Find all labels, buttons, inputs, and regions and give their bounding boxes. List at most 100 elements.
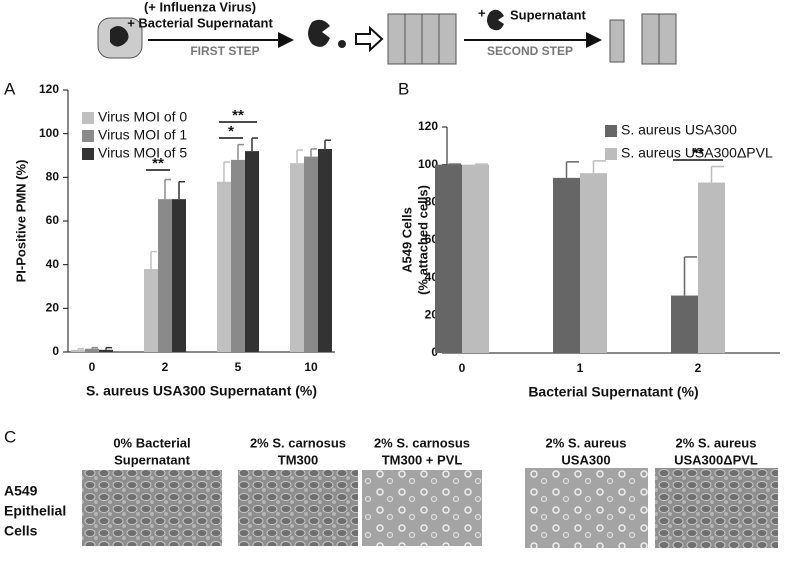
micrograph (238, 470, 358, 546)
y-tick-label: 20 (425, 308, 439, 322)
legend-label: Virus MOI of 0 (98, 109, 187, 125)
panel-label: A (4, 79, 16, 98)
schematic-text: + Bacterial Supernatant (127, 15, 273, 30)
caption: 2% S. aureus (546, 435, 627, 450)
y-tick-label: 40 (46, 257, 60, 271)
panel-label: C (4, 427, 16, 446)
bar (671, 295, 698, 353)
bar (580, 173, 607, 353)
error-bar (105, 346, 112, 350)
error-bar (164, 178, 171, 200)
caption: USA300ΔPVL (674, 452, 758, 467)
bar (304, 156, 318, 352)
micrograph (655, 468, 778, 548)
row-label: Cells (4, 523, 38, 539)
error-bar (565, 161, 579, 178)
panel-label: B (398, 79, 409, 98)
row-label: Epithelial (4, 503, 66, 519)
schematic-text: (+ Influenza Virus) (144, 0, 256, 14)
x-tick-label: 2 (695, 361, 702, 375)
hollow-arrow (355, 25, 384, 53)
error-bar (178, 180, 185, 200)
bar (217, 181, 231, 352)
y-tick-label: 0 (431, 345, 438, 359)
error-bar (296, 149, 303, 164)
y-axis-label: A549 Cells (399, 207, 414, 273)
legend-swatch (82, 130, 94, 142)
significance-label: ** (232, 107, 244, 124)
y-tick-label: 120 (418, 119, 438, 133)
bar (158, 199, 172, 352)
monolayer-icon (387, 13, 457, 65)
bar (144, 269, 158, 352)
legend-label: Virus MOI of 1 (98, 127, 187, 143)
bar (290, 163, 304, 352)
error-bar (447, 163, 461, 165)
x-tick-label: 2 (162, 360, 169, 374)
significance-label: ** (152, 155, 164, 172)
error-bar (592, 160, 606, 174)
y-tick-label: 40 (425, 270, 439, 284)
y-tick-label: 60 (46, 213, 60, 227)
bar (245, 151, 259, 352)
y-tick-label: 100 (39, 126, 59, 140)
error-bar (251, 137, 258, 152)
nucleus-icon (110, 26, 129, 47)
caption: 2% S. carnosus (250, 435, 346, 450)
error-bar (710, 165, 724, 183)
y-tick-label: 80 (425, 195, 439, 209)
error-bar (237, 143, 244, 160)
bar (231, 159, 245, 352)
caption: TM300 + PVL (382, 452, 463, 467)
caption: 2% S. carnosus (374, 435, 470, 450)
bar (99, 349, 113, 352)
step-label: FIRST STEP (190, 44, 259, 58)
x-axis-label: S. aureus USA300 Supernatant (%) (86, 383, 317, 399)
row-label: A549 (4, 483, 38, 499)
error-bar (683, 256, 697, 296)
error-bar (474, 163, 488, 165)
bar (435, 164, 462, 353)
error-bar (91, 346, 98, 349)
caption: 0% Bacterial (113, 435, 190, 450)
legend-swatch (82, 112, 94, 124)
y-axis-label: PI-Positive PMN (%) (13, 160, 28, 283)
significance-label: * (228, 123, 234, 140)
schematic: (+ Influenza Virus) + Bacterial Supernat… (97, 0, 677, 65)
legend-label: S. aureus USA300ΔPVL (621, 145, 773, 161)
bar (462, 164, 489, 353)
legend-label: Virus MOI of 5 (98, 145, 187, 161)
fragment-icon (338, 40, 346, 48)
legend-swatch (605, 125, 617, 137)
significance-label: ** (692, 145, 704, 162)
legend-label: S. aureus USA300 (621, 122, 737, 138)
x-tick-label: 0 (459, 361, 466, 375)
schematic-text: + (478, 5, 486, 20)
micrograph (525, 468, 648, 548)
micrograph (82, 470, 222, 546)
y-tick-label: 120 (39, 82, 59, 96)
y-tick-label: 20 (46, 301, 60, 315)
caption: USA300 (561, 452, 610, 467)
y-axis-label: (% attached cells) (415, 185, 430, 295)
error-bar (150, 250, 157, 270)
bar (698, 182, 725, 353)
y-tick-label: 100 (418, 157, 438, 171)
lysed-cell-icon (308, 19, 330, 47)
y-tick-label: 0 (52, 344, 59, 358)
y-tick-label: 60 (425, 232, 439, 246)
error-bar (310, 148, 317, 157)
bar (172, 199, 186, 352)
damaged-monolayer-icon (609, 13, 677, 65)
bar (71, 349, 85, 352)
schematic-text: Supernatant (510, 7, 587, 22)
x-tick-label: 0 (89, 360, 96, 374)
bar (85, 348, 99, 352)
error-bar (324, 139, 331, 149)
legend-swatch (605, 148, 617, 160)
x-tick-label: 5 (235, 360, 242, 374)
legend-swatch (82, 148, 94, 160)
x-tick-label: 1 (577, 361, 584, 375)
